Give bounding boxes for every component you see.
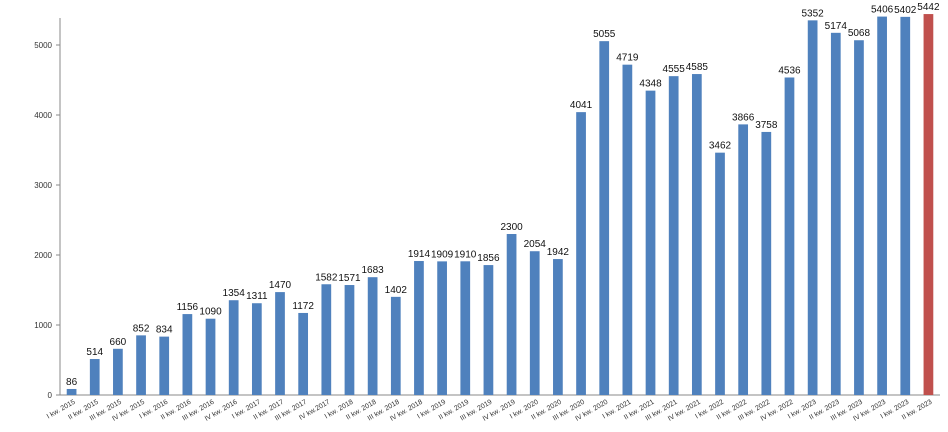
data-label: 1914	[408, 249, 431, 260]
bar	[344, 285, 355, 395]
data-label: 4585	[686, 62, 709, 73]
data-label: 1402	[385, 285, 408, 296]
y-tick-label: 4000	[34, 111, 52, 120]
bar	[390, 296, 401, 395]
data-label: 1172	[292, 301, 314, 312]
bar	[553, 259, 563, 395]
data-label: 4041	[570, 100, 593, 111]
bar	[506, 234, 517, 395]
bar	[228, 300, 239, 395]
data-label: 1090	[199, 307, 222, 318]
data-label: 3866	[732, 112, 755, 123]
bar	[437, 261, 447, 395]
bar	[576, 112, 586, 395]
bar	[136, 335, 146, 395]
data-label: 2300	[500, 222, 523, 233]
bar	[622, 64, 633, 396]
bar	[923, 14, 934, 396]
bar	[251, 303, 262, 395]
y-tick-label: 3000	[34, 181, 52, 190]
bar	[321, 284, 332, 395]
bar	[414, 261, 424, 395]
bar	[66, 388, 77, 395]
data-label: 1156	[177, 302, 199, 313]
bar	[877, 16, 887, 396]
data-label: 5352	[802, 8, 825, 19]
bar	[182, 314, 193, 395]
data-label: 4536	[778, 65, 801, 76]
bar	[807, 20, 818, 396]
bar	[113, 348, 123, 395]
bar	[367, 277, 378, 395]
data-label: 1910	[454, 249, 477, 260]
data-label: 1571	[338, 273, 361, 284]
data-label: 1582	[315, 272, 338, 283]
data-label: 5174	[825, 21, 848, 32]
y-tick-label: 2000	[34, 251, 52, 260]
bar	[668, 76, 679, 396]
data-label: 834	[156, 325, 173, 336]
bar	[298, 312, 309, 395]
data-label: 1354	[223, 288, 246, 299]
bar	[275, 292, 285, 395]
data-label: 1942	[547, 247, 570, 258]
bar	[89, 359, 100, 395]
bar	[205, 318, 216, 395]
data-label: 1311	[246, 291, 268, 302]
data-label: 3758	[755, 120, 778, 131]
data-label: 5068	[848, 28, 871, 39]
y-tick-label: 1000	[34, 321, 52, 330]
data-label: 1909	[431, 249, 454, 260]
bar	[691, 74, 702, 396]
data-label: 1683	[362, 265, 385, 276]
data-label: 5055	[593, 29, 616, 40]
bar	[900, 16, 911, 396]
data-label: 660	[110, 337, 127, 348]
bar	[599, 41, 610, 396]
y-tick-label: 0	[48, 391, 53, 400]
data-label: 1470	[269, 280, 292, 291]
bar	[460, 261, 471, 395]
y-tick-label: 5000	[34, 41, 52, 50]
data-label: 2054	[524, 239, 547, 250]
bar	[738, 124, 749, 395]
bar	[483, 265, 494, 395]
bar	[784, 77, 795, 395]
data-label: 86	[66, 377, 78, 388]
data-label: 5406	[871, 5, 894, 16]
data-label: 4555	[663, 64, 686, 75]
data-label: 852	[133, 323, 150, 334]
data-label: 3462	[709, 141, 732, 152]
bar	[645, 90, 656, 395]
data-label: 4348	[639, 79, 662, 90]
bars	[66, 14, 934, 396]
data-label: 5402	[894, 5, 917, 16]
bar	[830, 32, 841, 395]
data-label: 514	[86, 347, 103, 358]
data-label: 5442	[917, 2, 940, 13]
bar	[529, 251, 540, 395]
bar	[715, 152, 725, 395]
bar	[854, 40, 864, 396]
bar	[159, 336, 170, 395]
y-ticks: 0 1000 2000 3000 4000 5000	[34, 41, 60, 400]
bar	[761, 131, 772, 395]
data-label: 1856	[477, 253, 500, 264]
data-label: 4719	[616, 53, 639, 64]
